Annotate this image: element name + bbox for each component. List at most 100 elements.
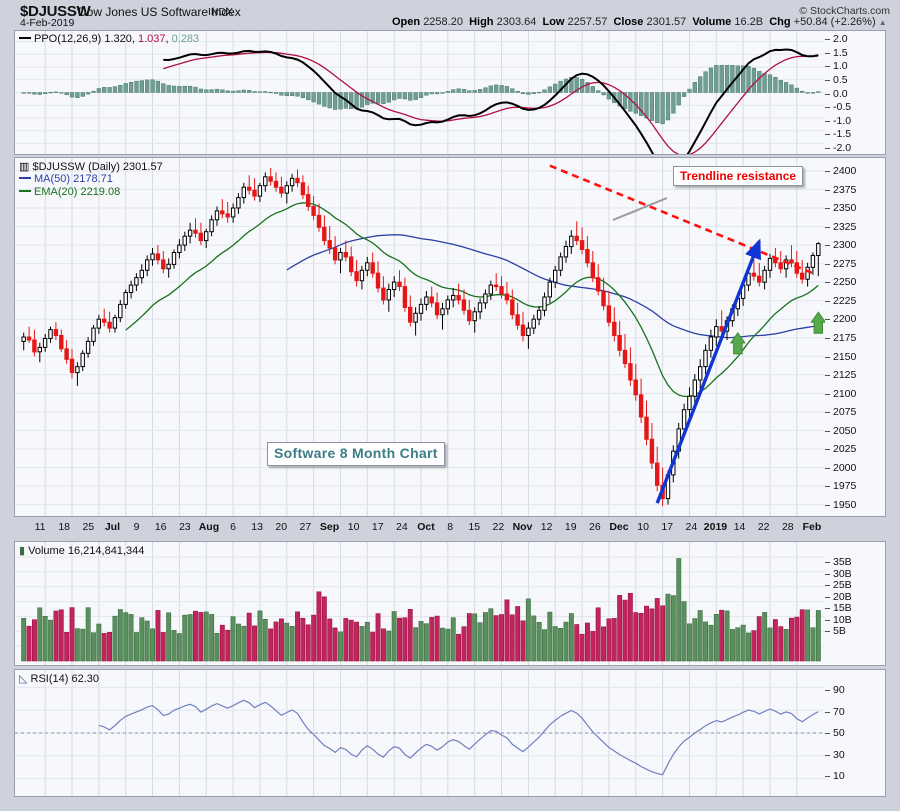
rsi-legend-text: RSI(14) 62.30 — [30, 673, 100, 685]
axis-tick: -1.5 — [833, 128, 852, 141]
price-y-axis: 2400 2375 2350 2325 2300 2275 2250 2225 2200 2175… — [823, 158, 885, 516]
x-axis-label: Dec — [609, 521, 629, 533]
volume-value: 16.2B — [734, 16, 764, 28]
axis-tick: 10B — [833, 613, 852, 626]
axis-tick: 2125 — [833, 369, 857, 382]
axis-tick-mark — [825, 171, 830, 172]
open-label: Open — [392, 16, 421, 28]
x-axis-label: 22 — [757, 521, 770, 533]
x-axis-label: Feb — [802, 521, 822, 533]
x-axis-label: 10 — [347, 521, 360, 533]
ppo-legend: PPO(12,26,9) 1.320, 1.037, 0.283 — [19, 33, 199, 45]
x-axis-label: 26 — [589, 521, 601, 533]
axis-tick-mark — [825, 356, 830, 358]
axis-tick-mark — [825, 263, 830, 265]
axis-tick: 30 — [833, 748, 845, 761]
axis-tick-mark — [825, 776, 830, 777]
quote-date: 4-Feb-2019 — [20, 17, 75, 29]
x-axis-label: 2019 — [703, 521, 728, 533]
ppo-signal-value: 1.037 — [137, 33, 166, 45]
x-axis-label: 15 — [468, 521, 481, 533]
axis-tick: 2400 — [833, 165, 857, 177]
axis-tick: 2350 — [833, 202, 857, 215]
axis-tick: 2150 — [833, 350, 857, 363]
symbol-ticker: $DJUSSW — [20, 3, 91, 20]
volume-bars-icon: ▮ — [19, 545, 26, 557]
axis-tick-mark — [825, 486, 830, 488]
axis-tick-mark — [825, 505, 830, 506]
axis-tick-mark — [825, 430, 830, 432]
axis-tick: 2025 — [833, 443, 857, 456]
axis-tick: 2275 — [833, 257, 857, 270]
axis-tick: 2200 — [833, 313, 857, 326]
x-axis-label: 17 — [661, 521, 674, 533]
x-axis-label: 8 — [447, 521, 454, 533]
axis-tick: -2.0 — [833, 142, 852, 154]
chg-up-arrow-icon: ▲ — [878, 18, 887, 27]
x-axis-label: Sep — [319, 521, 340, 533]
axis-tick-mark — [825, 449, 830, 451]
axis-tick: 10 — [833, 770, 845, 782]
x-axis-label: 24 — [685, 521, 698, 533]
x-axis-label: 27 — [299, 521, 312, 533]
axis-tick-mark — [825, 596, 830, 598]
axis-tick-mark — [825, 711, 830, 713]
axis-tick: 2175 — [833, 332, 857, 344]
axis-tick-mark — [825, 631, 830, 632]
x-axis-label: 18 — [58, 521, 71, 533]
x-axis-label: 19 — [564, 521, 577, 533]
axis-tick-mark — [825, 338, 830, 339]
close-value: 2301.57 — [646, 16, 687, 28]
candles-icon: ▥ — [19, 161, 30, 173]
axis-tick-mark — [825, 393, 830, 395]
price-legend-main: ▥ $DJUSSW (Daily) 2301.57 — [19, 160, 163, 173]
axis-tick-mark — [825, 690, 830, 691]
axis-tick: 70 — [833, 705, 845, 718]
axis-tick: 2325 — [833, 220, 857, 233]
ma50-text: MA(50) 2178.71 — [34, 173, 113, 185]
x-axis-label: 11 — [34, 521, 46, 533]
axis-tick-mark — [825, 562, 830, 563]
symbol-type: INDX — [208, 6, 234, 18]
axis-tick: 1.5 — [833, 46, 848, 59]
volume-y-axis: 35B 30B 25B 20B 15B 10B 5B — [823, 542, 885, 665]
axis-tick-mark — [825, 245, 830, 247]
axis-tick-mark — [825, 619, 830, 621]
axis-tick-mark — [825, 300, 830, 302]
axis-tick-mark — [825, 120, 830, 122]
ema20-legend: EMA(20) 2219.08 — [19, 186, 120, 198]
chart-title-annotation: Software 8 Month Chart — [267, 442, 445, 466]
axis-tick: 2300 — [833, 239, 857, 252]
axis-tick-mark — [825, 79, 830, 81]
x-axis-label: Oct — [417, 521, 435, 533]
axis-tick: 2225 — [833, 294, 857, 307]
axis-tick: 2375 — [833, 183, 857, 196]
quote-bar: Open 2258.20 High 2303.64 Low 2257.57 Cl… — [392, 16, 887, 28]
axis-tick-mark — [825, 754, 830, 756]
axis-tick: 50 — [833, 727, 845, 739]
ema20-text: EMA(20) 2219.08 — [34, 186, 121, 198]
axis-tick: 0.0 — [833, 87, 848, 100]
ma50-swatch — [19, 177, 31, 180]
price-legend-text: $DJUSSW (Daily) 2301.57 — [32, 161, 163, 173]
high-label: High — [469, 16, 494, 28]
chg-value: +50.84 (+2.26%) — [793, 16, 876, 28]
trendline-annotation-text: Trendline resistance — [680, 169, 797, 183]
ema20-swatch — [19, 190, 31, 193]
price-plot — [15, 158, 825, 516]
ppo-fast-value: 1.320 — [104, 33, 132, 45]
axis-tick: 2000 — [833, 461, 857, 474]
x-axis-label: 13 — [251, 521, 263, 533]
x-axis: 11 18 25 Jul 9 16 23 Aug 6 13 20 27 Sep 10 17 24 Oct 8 15 2… — [14, 519, 886, 539]
axis-tick-mark — [825, 282, 830, 284]
axis-tick-mark — [825, 608, 830, 609]
axis-tick-mark — [825, 585, 830, 586]
axis-tick: -1.0 — [833, 114, 852, 127]
chg-label: Chg — [769, 16, 791, 28]
axis-tick-mark — [825, 134, 830, 136]
trendline-resistance-annotation: Trendline resistance — [673, 166, 804, 186]
axis-tick: 1975 — [833, 480, 857, 493]
ppo-sep2: , — [165, 33, 169, 45]
ppo-y-axis: 2.0 1.5 1.0 0.5 0.0 -0.5 -1.0 -1.5 -2.0 — [823, 31, 885, 154]
